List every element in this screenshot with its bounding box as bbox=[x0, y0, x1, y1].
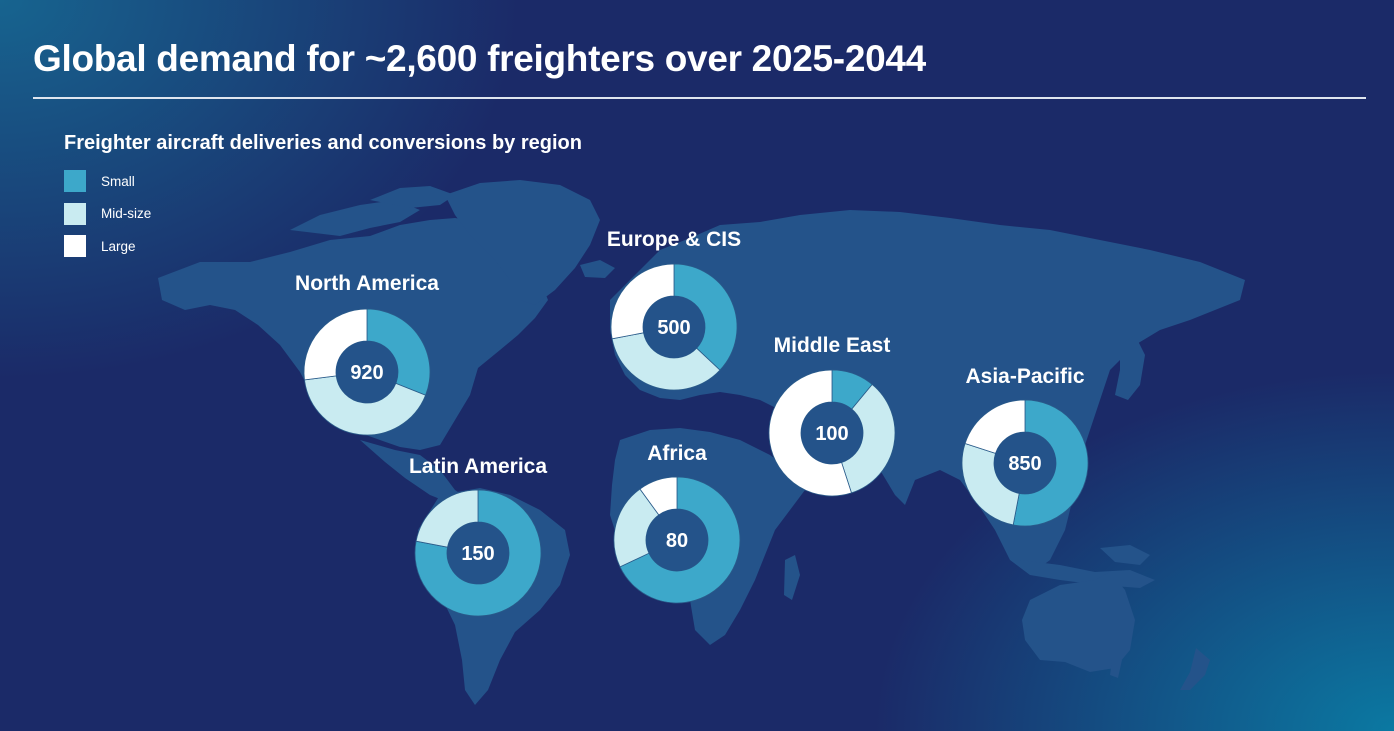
land-madagascar bbox=[784, 555, 800, 600]
legend-label-large: Large bbox=[101, 238, 136, 254]
title-divider bbox=[33, 97, 1366, 99]
land-japan bbox=[1115, 335, 1145, 400]
donut-total-middle-east: 100 bbox=[815, 423, 848, 445]
donut-north-america: 920 North America bbox=[295, 272, 439, 436]
donut-hole-asia-pacific bbox=[994, 432, 1056, 494]
donut-middle-east: 100 Middle East bbox=[768, 334, 896, 497]
donut-hole-middle-east bbox=[801, 402, 863, 464]
donut-total-europe-cis: 500 bbox=[657, 317, 690, 339]
donut-hole-latin-america bbox=[447, 522, 509, 584]
donut-total-africa: 80 bbox=[666, 530, 688, 552]
land-tasmania bbox=[1110, 660, 1122, 678]
land-greenland bbox=[445, 180, 600, 305]
land-australia bbox=[1022, 572, 1135, 672]
land-papua bbox=[1100, 545, 1150, 565]
legend-swatch-large bbox=[64, 235, 86, 257]
land-new-zealand bbox=[1180, 648, 1210, 690]
land-indonesia bbox=[1020, 560, 1155, 588]
donut-slice-europe-cis-mid-size bbox=[611, 332, 721, 391]
land-central-america bbox=[360, 440, 470, 505]
region-label-north-america: North America bbox=[295, 272, 439, 295]
donut-charts: 920 North America 500 Europe & CIS 100 Middle… bbox=[295, 228, 1089, 617]
land-arctic-islands-2 bbox=[370, 186, 455, 208]
legend-label-small: Small bbox=[101, 173, 135, 189]
region-label-asia-pacific: Asia-Pacific bbox=[965, 365, 1084, 388]
page-title: Global demand for ~2,600 freighters over… bbox=[33, 38, 926, 79]
donut-latin-america: 150 Latin America bbox=[409, 455, 547, 617]
land-arctic-islands bbox=[290, 200, 420, 236]
region-label-latin-america: Latin America bbox=[409, 455, 547, 478]
land-iceland bbox=[580, 260, 615, 278]
land-eurasia bbox=[610, 210, 1245, 575]
donut-total-latin-america: 150 bbox=[461, 543, 494, 565]
legend-label-mid-size: Mid-size bbox=[101, 206, 152, 221]
region-label-africa: Africa bbox=[647, 442, 707, 465]
legend: Small Mid-size Large bbox=[64, 170, 151, 268]
donut-total-asia-pacific: 850 bbox=[1008, 453, 1041, 475]
donut-asia-pacific: 850 Asia-Pacific bbox=[961, 365, 1089, 527]
legend-item-small: Small bbox=[64, 170, 151, 192]
region-label-europe-cis: Europe & CIS bbox=[607, 228, 741, 251]
donut-slice-middle-east-mid-size bbox=[841, 383, 896, 494]
donut-hole-africa bbox=[646, 509, 708, 571]
chart-subtitle: Freighter aircraft deliveries and conver… bbox=[64, 132, 582, 154]
donut-slice-latin-america-mid-size bbox=[415, 489, 479, 548]
donut-hole-europe-cis bbox=[643, 296, 705, 358]
legend-item-mid-size: Mid-size bbox=[64, 202, 152, 225]
donut-hole-north-america bbox=[336, 341, 398, 403]
donut-total-north-america: 920 bbox=[350, 362, 383, 384]
legend-swatch-mid-size bbox=[64, 202, 86, 225]
legend-item-large: Large bbox=[64, 235, 151, 257]
region-label-middle-east: Middle East bbox=[774, 334, 891, 357]
donut-europe-cis: 500 Europe & CIS bbox=[607, 228, 741, 391]
donut-africa: 80 Africa bbox=[613, 442, 741, 604]
legend-swatch-small bbox=[64, 170, 86, 192]
